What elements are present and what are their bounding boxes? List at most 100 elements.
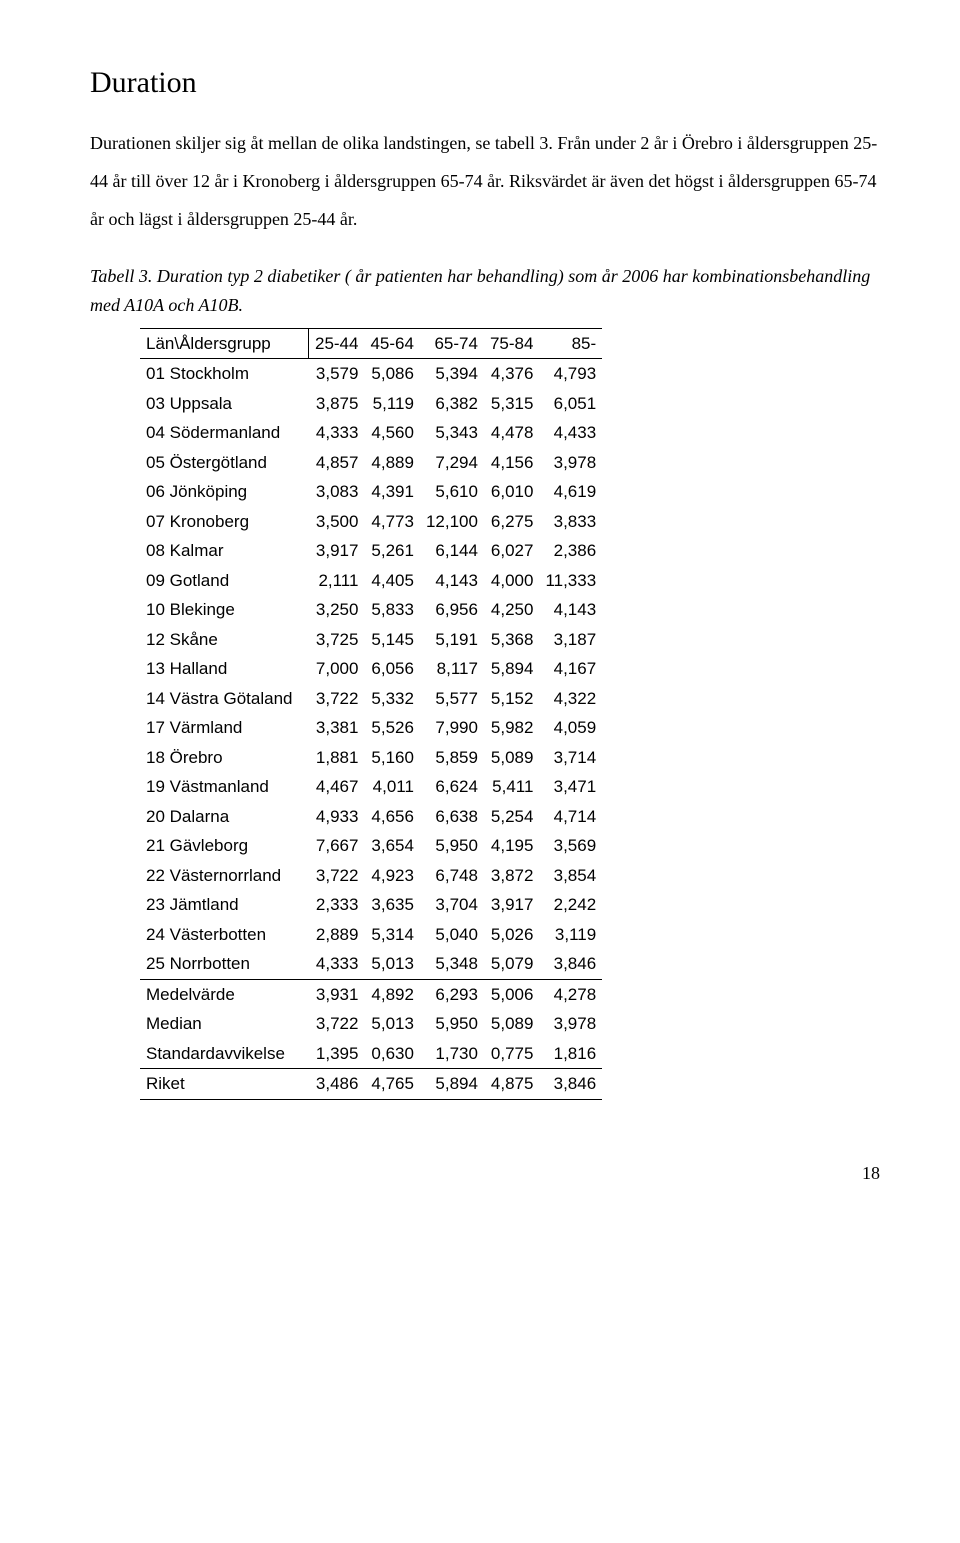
row-value: 4,059 — [539, 713, 602, 743]
row-value: 4,793 — [539, 359, 602, 389]
row-label: 22 Västernorrland — [140, 861, 308, 891]
row-value: 4,875 — [484, 1069, 539, 1100]
row-value: 3,569 — [539, 831, 602, 861]
table-row: 20 Dalarna4,9334,6566,6385,2544,714 — [140, 802, 602, 832]
row-value: 4,322 — [539, 684, 602, 714]
table-header-row: Län\Åldersgrupp 25-44 45-64 65-74 75-84 … — [140, 328, 602, 359]
row-value: 3,714 — [539, 743, 602, 773]
row-value: 5,040 — [420, 920, 484, 950]
row-value: 7,000 — [308, 654, 364, 684]
row-value: 5,013 — [364, 949, 419, 979]
row-label: 06 Jönköping — [140, 477, 308, 507]
row-value: 6,956 — [420, 595, 484, 625]
table-row: 14 Västra Götaland3,7225,3325,5775,1524,… — [140, 684, 602, 714]
row-value: 3,187 — [539, 625, 602, 655]
table-row: 13 Halland7,0006,0568,1175,8944,167 — [140, 654, 602, 684]
row-value: 5,089 — [484, 1009, 539, 1039]
table-col-3: 75-84 — [484, 328, 539, 359]
row-value: 6,624 — [420, 772, 484, 802]
table-row: Medelvärde3,9314,8926,2935,0064,278 — [140, 979, 602, 1009]
row-value: 4,933 — [308, 802, 364, 832]
table-row: 07 Kronoberg3,5004,77312,1006,2753,833 — [140, 507, 602, 537]
row-value: 6,382 — [420, 389, 484, 419]
row-value: 4,333 — [308, 418, 364, 448]
row-label: Riket — [140, 1069, 308, 1100]
table-row: 04 Södermanland4,3334,5605,3434,4784,433 — [140, 418, 602, 448]
row-value: 4,857 — [308, 448, 364, 478]
row-label: 01 Stockholm — [140, 359, 308, 389]
row-label: 21 Gävleborg — [140, 831, 308, 861]
table-caption: Tabell 3. Duration typ 2 diabetiker ( år… — [90, 262, 890, 320]
table-row: 06 Jönköping3,0834,3915,6106,0104,619 — [140, 477, 602, 507]
table-row: 24 Västerbotten2,8895,3145,0405,0263,119 — [140, 920, 602, 950]
row-value: 3,635 — [364, 890, 419, 920]
row-value: 4,714 — [539, 802, 602, 832]
row-value: 5,254 — [484, 802, 539, 832]
row-value: 5,145 — [364, 625, 419, 655]
row-value: 4,250 — [484, 595, 539, 625]
page-number: 18 — [90, 1160, 890, 1187]
body-paragraph: Durationen skiljer sig åt mellan de olik… — [90, 125, 890, 238]
row-value: 3,846 — [539, 1069, 602, 1100]
table-row: Standardavvikelse1,3950,6301,7300,7751,8… — [140, 1039, 602, 1069]
row-label: 24 Västerbotten — [140, 920, 308, 950]
row-value: 5,368 — [484, 625, 539, 655]
row-value: 0,775 — [484, 1039, 539, 1069]
row-value: 5,013 — [364, 1009, 419, 1039]
row-value: 6,051 — [539, 389, 602, 419]
row-value: 3,471 — [539, 772, 602, 802]
row-value: 3,917 — [308, 536, 364, 566]
row-value: 5,332 — [364, 684, 419, 714]
row-value: 4,889 — [364, 448, 419, 478]
row-value: 4,478 — [484, 418, 539, 448]
row-value: 3,833 — [539, 507, 602, 537]
row-label: 18 Örebro — [140, 743, 308, 773]
row-label: 10 Blekinge — [140, 595, 308, 625]
row-label: 03 Uppsala — [140, 389, 308, 419]
row-value: 4,433 — [539, 418, 602, 448]
row-value: 1,816 — [539, 1039, 602, 1069]
row-value: 5,026 — [484, 920, 539, 950]
row-value: 5,079 — [484, 949, 539, 979]
row-value: 1,730 — [420, 1039, 484, 1069]
row-value: 4,765 — [364, 1069, 419, 1100]
row-value: 3,500 — [308, 507, 364, 537]
row-value: 2,889 — [308, 920, 364, 950]
row-value: 6,027 — [484, 536, 539, 566]
row-value: 4,773 — [364, 507, 419, 537]
row-value: 6,144 — [420, 536, 484, 566]
row-value: 3,725 — [308, 625, 364, 655]
row-value: 8,117 — [420, 654, 484, 684]
row-value: 4,000 — [484, 566, 539, 596]
table-row: 21 Gävleborg7,6673,6545,9504,1953,569 — [140, 831, 602, 861]
row-value: 1,395 — [308, 1039, 364, 1069]
section-heading: Duration — [90, 60, 890, 105]
row-label: 07 Kronoberg — [140, 507, 308, 537]
row-value: 7,667 — [308, 831, 364, 861]
row-value: 4,143 — [539, 595, 602, 625]
row-label: 23 Jämtland — [140, 890, 308, 920]
row-value: 3,917 — [484, 890, 539, 920]
row-label: Median — [140, 1009, 308, 1039]
row-value: 4,656 — [364, 802, 419, 832]
row-value: 2,111 — [308, 566, 364, 596]
row-value: 5,833 — [364, 595, 419, 625]
row-value: 3,978 — [539, 448, 602, 478]
row-value: 5,343 — [420, 418, 484, 448]
row-value: 5,119 — [364, 389, 419, 419]
row-value: 0,630 — [364, 1039, 419, 1069]
row-label: 19 Västmanland — [140, 772, 308, 802]
table-row: 08 Kalmar3,9175,2616,1446,0272,386 — [140, 536, 602, 566]
row-value: 5,314 — [364, 920, 419, 950]
row-value: 12,100 — [420, 507, 484, 537]
row-value: 1,881 — [308, 743, 364, 773]
table-row: 19 Västmanland4,4674,0116,6245,4113,471 — [140, 772, 602, 802]
row-value: 3,579 — [308, 359, 364, 389]
row-value: 3,978 — [539, 1009, 602, 1039]
table-row: 22 Västernorrland3,7224,9236,7483,8723,8… — [140, 861, 602, 891]
row-value: 6,293 — [420, 979, 484, 1009]
table-header-label: Län\Åldersgrupp — [140, 328, 308, 359]
row-value: 4,195 — [484, 831, 539, 861]
row-value: 5,006 — [484, 979, 539, 1009]
row-label: 04 Södermanland — [140, 418, 308, 448]
